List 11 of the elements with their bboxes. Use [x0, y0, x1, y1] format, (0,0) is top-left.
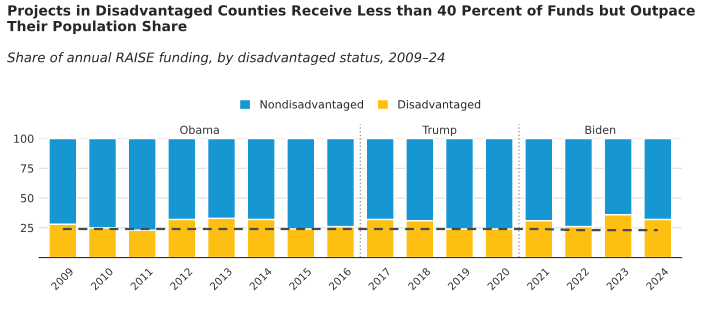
y-tick-label: 25 — [20, 224, 34, 232]
text: Obama — [180, 125, 219, 134]
chart-subtitle: Share of annual RAISE funding, by disadvantaged status, 2009–24 — [7, 52, 445, 65]
y-tick-label: 100 — [14, 134, 34, 143]
chart-title: Projects in Disadvantaged Counties Receive Less than 40 Percent of Funds but Outpace Their Population Share — [7, 4, 695, 34]
text: Trump — [422, 126, 456, 136]
legend-label: Disadvantaged — [398, 100, 480, 111]
y-tick-label: 50 — [20, 194, 34, 202]
text: Biden — [586, 125, 616, 134]
y-tick-label: 75 — [20, 164, 34, 173]
legend-label: Nondisadvantaged — [260, 100, 363, 111]
